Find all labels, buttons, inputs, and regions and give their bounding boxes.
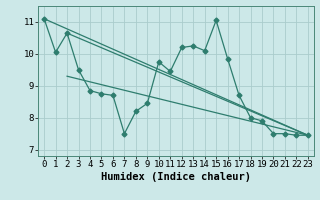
X-axis label: Humidex (Indice chaleur): Humidex (Indice chaleur) [101, 172, 251, 182]
